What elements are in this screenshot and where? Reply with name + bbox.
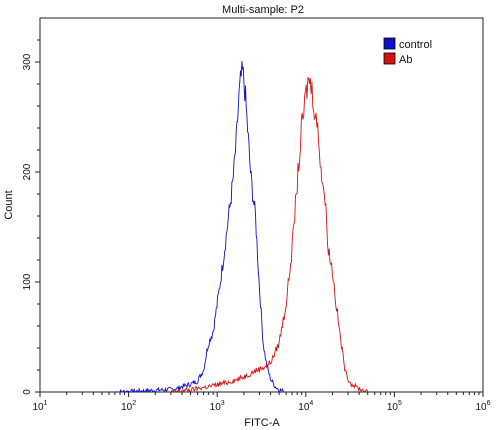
legend: control Ab: [383, 37, 432, 66]
x-tick-exponent: 3: [221, 400, 225, 407]
y-tick-label: 0: [22, 389, 33, 395]
y-tick-label: 200: [22, 163, 33, 180]
series-line-0: [114, 61, 287, 393]
plot-frame: [39, 17, 484, 393]
legend-swatch: [383, 52, 396, 65]
legend-label: Ab: [399, 54, 412, 66]
x-axis-label: FITC-A: [244, 417, 280, 429]
x-tick-base: 10: [210, 402, 222, 413]
x-tick-label: 106: [475, 400, 490, 413]
x-tick-exponent: 5: [398, 400, 402, 407]
x-tick-exponent: 2: [132, 400, 136, 407]
series-group: [114, 61, 369, 394]
y-axis-label: Count: [3, 190, 15, 219]
x-tick-exponent: 6: [487, 400, 491, 407]
x-tick-label: 102: [121, 400, 136, 413]
x-tick-base: 10: [387, 402, 399, 413]
x-tick-exponent: 1: [44, 400, 48, 407]
y-tick-label: 300: [22, 53, 33, 70]
legend-swatch: [383, 37, 396, 50]
x-tick-label: 103: [210, 400, 225, 413]
x-tick-label: 104: [298, 400, 313, 413]
x-tick-base: 10: [121, 402, 133, 413]
y-tick-label: 100: [22, 273, 33, 290]
legend-label: control: [399, 39, 432, 51]
x-tick-label: 105: [387, 400, 402, 413]
x-tick-label: 101: [32, 400, 47, 413]
x-axis-ticks: 101 102 103 104 105 106: [32, 392, 491, 413]
x-tick-exponent: 4: [309, 400, 313, 407]
series-line-1: [170, 76, 369, 394]
chart-title: Multi-sample: P2: [222, 4, 304, 16]
x-tick-base: 10: [475, 402, 487, 413]
y-axis-ticks: 0 100 200 300: [22, 39, 40, 395]
x-tick-base: 10: [32, 402, 44, 413]
x-tick-base: 10: [298, 402, 310, 413]
